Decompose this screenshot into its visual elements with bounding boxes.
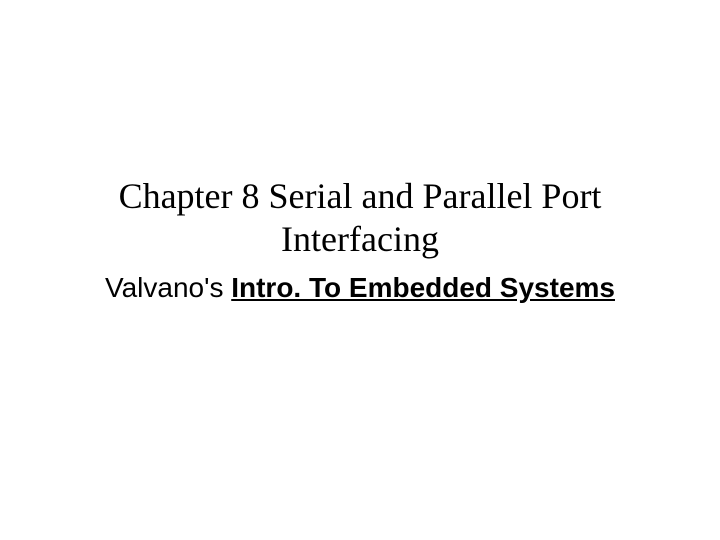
slide-title: Chapter 8 Serial and Parallel Port Inter… [40, 175, 680, 261]
slide-subtitle: Valvano's Intro. To Embedded Systems [105, 271, 615, 305]
subtitle-book-title: Intro. To Embedded Systems [231, 272, 615, 303]
subtitle-author: Valvano's [105, 272, 231, 303]
